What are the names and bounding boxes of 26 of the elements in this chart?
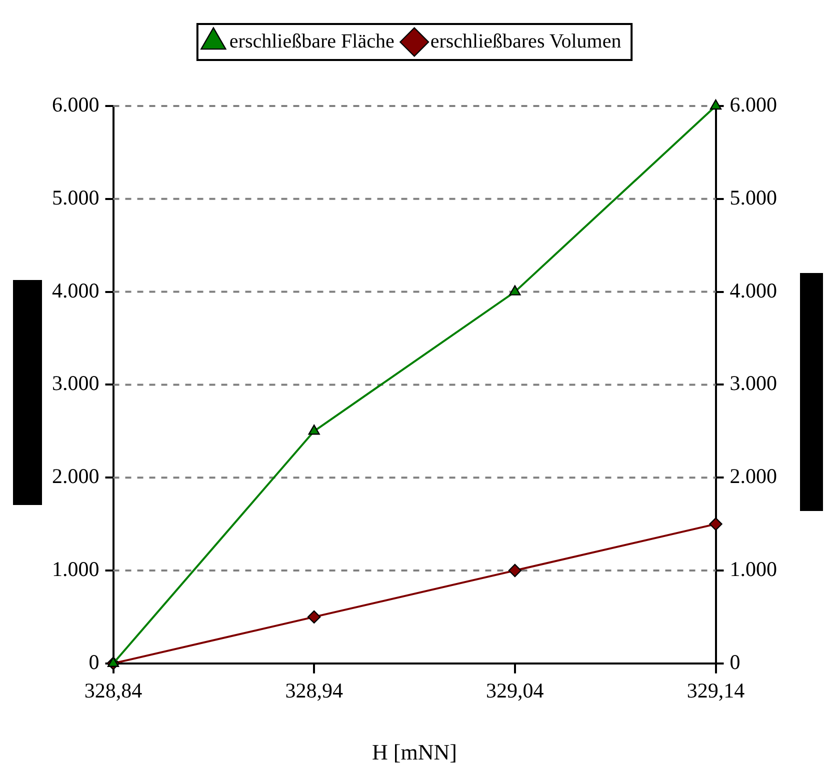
- y2-tick-label: 4.000: [730, 278, 777, 302]
- point: [508, 564, 522, 578]
- y-tick-label: 2.000: [52, 464, 100, 488]
- y-tick-label: 3.000: [52, 371, 100, 396]
- y2-tick-label: 1.000: [730, 557, 777, 582]
- y-tick-label: 6.000: [52, 92, 100, 117]
- legend-label: erschließbare Fläche: [229, 30, 394, 52]
- y2-tick-label: 3.000: [730, 371, 777, 396]
- x-tick-label: 329,14: [686, 678, 746, 703]
- y2-tick-label: 5.000: [730, 185, 777, 210]
- y-tick-label: 4.000: [52, 278, 100, 302]
- point: [307, 610, 321, 624]
- x-tick-label: 328,94: [285, 678, 344, 703]
- point: [308, 424, 320, 435]
- x-tick-label: 329,04: [486, 678, 544, 703]
- y2-tick-label: 2.000: [730, 464, 777, 488]
- point: [509, 285, 521, 296]
- y2-tick-label: 0: [730, 650, 740, 674]
- x-axis-title: H [mNN]: [372, 740, 457, 765]
- y2-tick-label: 6.000: [730, 92, 777, 117]
- y-tick-label: 0: [88, 650, 100, 674]
- legend-label: erschließbares Volumen: [430, 30, 622, 52]
- point: [709, 517, 722, 531]
- x-tick-label: 328,84: [84, 678, 143, 703]
- y-tick-label: 5.000: [52, 185, 100, 210]
- y-tick-label: 1.000: [52, 557, 100, 582]
